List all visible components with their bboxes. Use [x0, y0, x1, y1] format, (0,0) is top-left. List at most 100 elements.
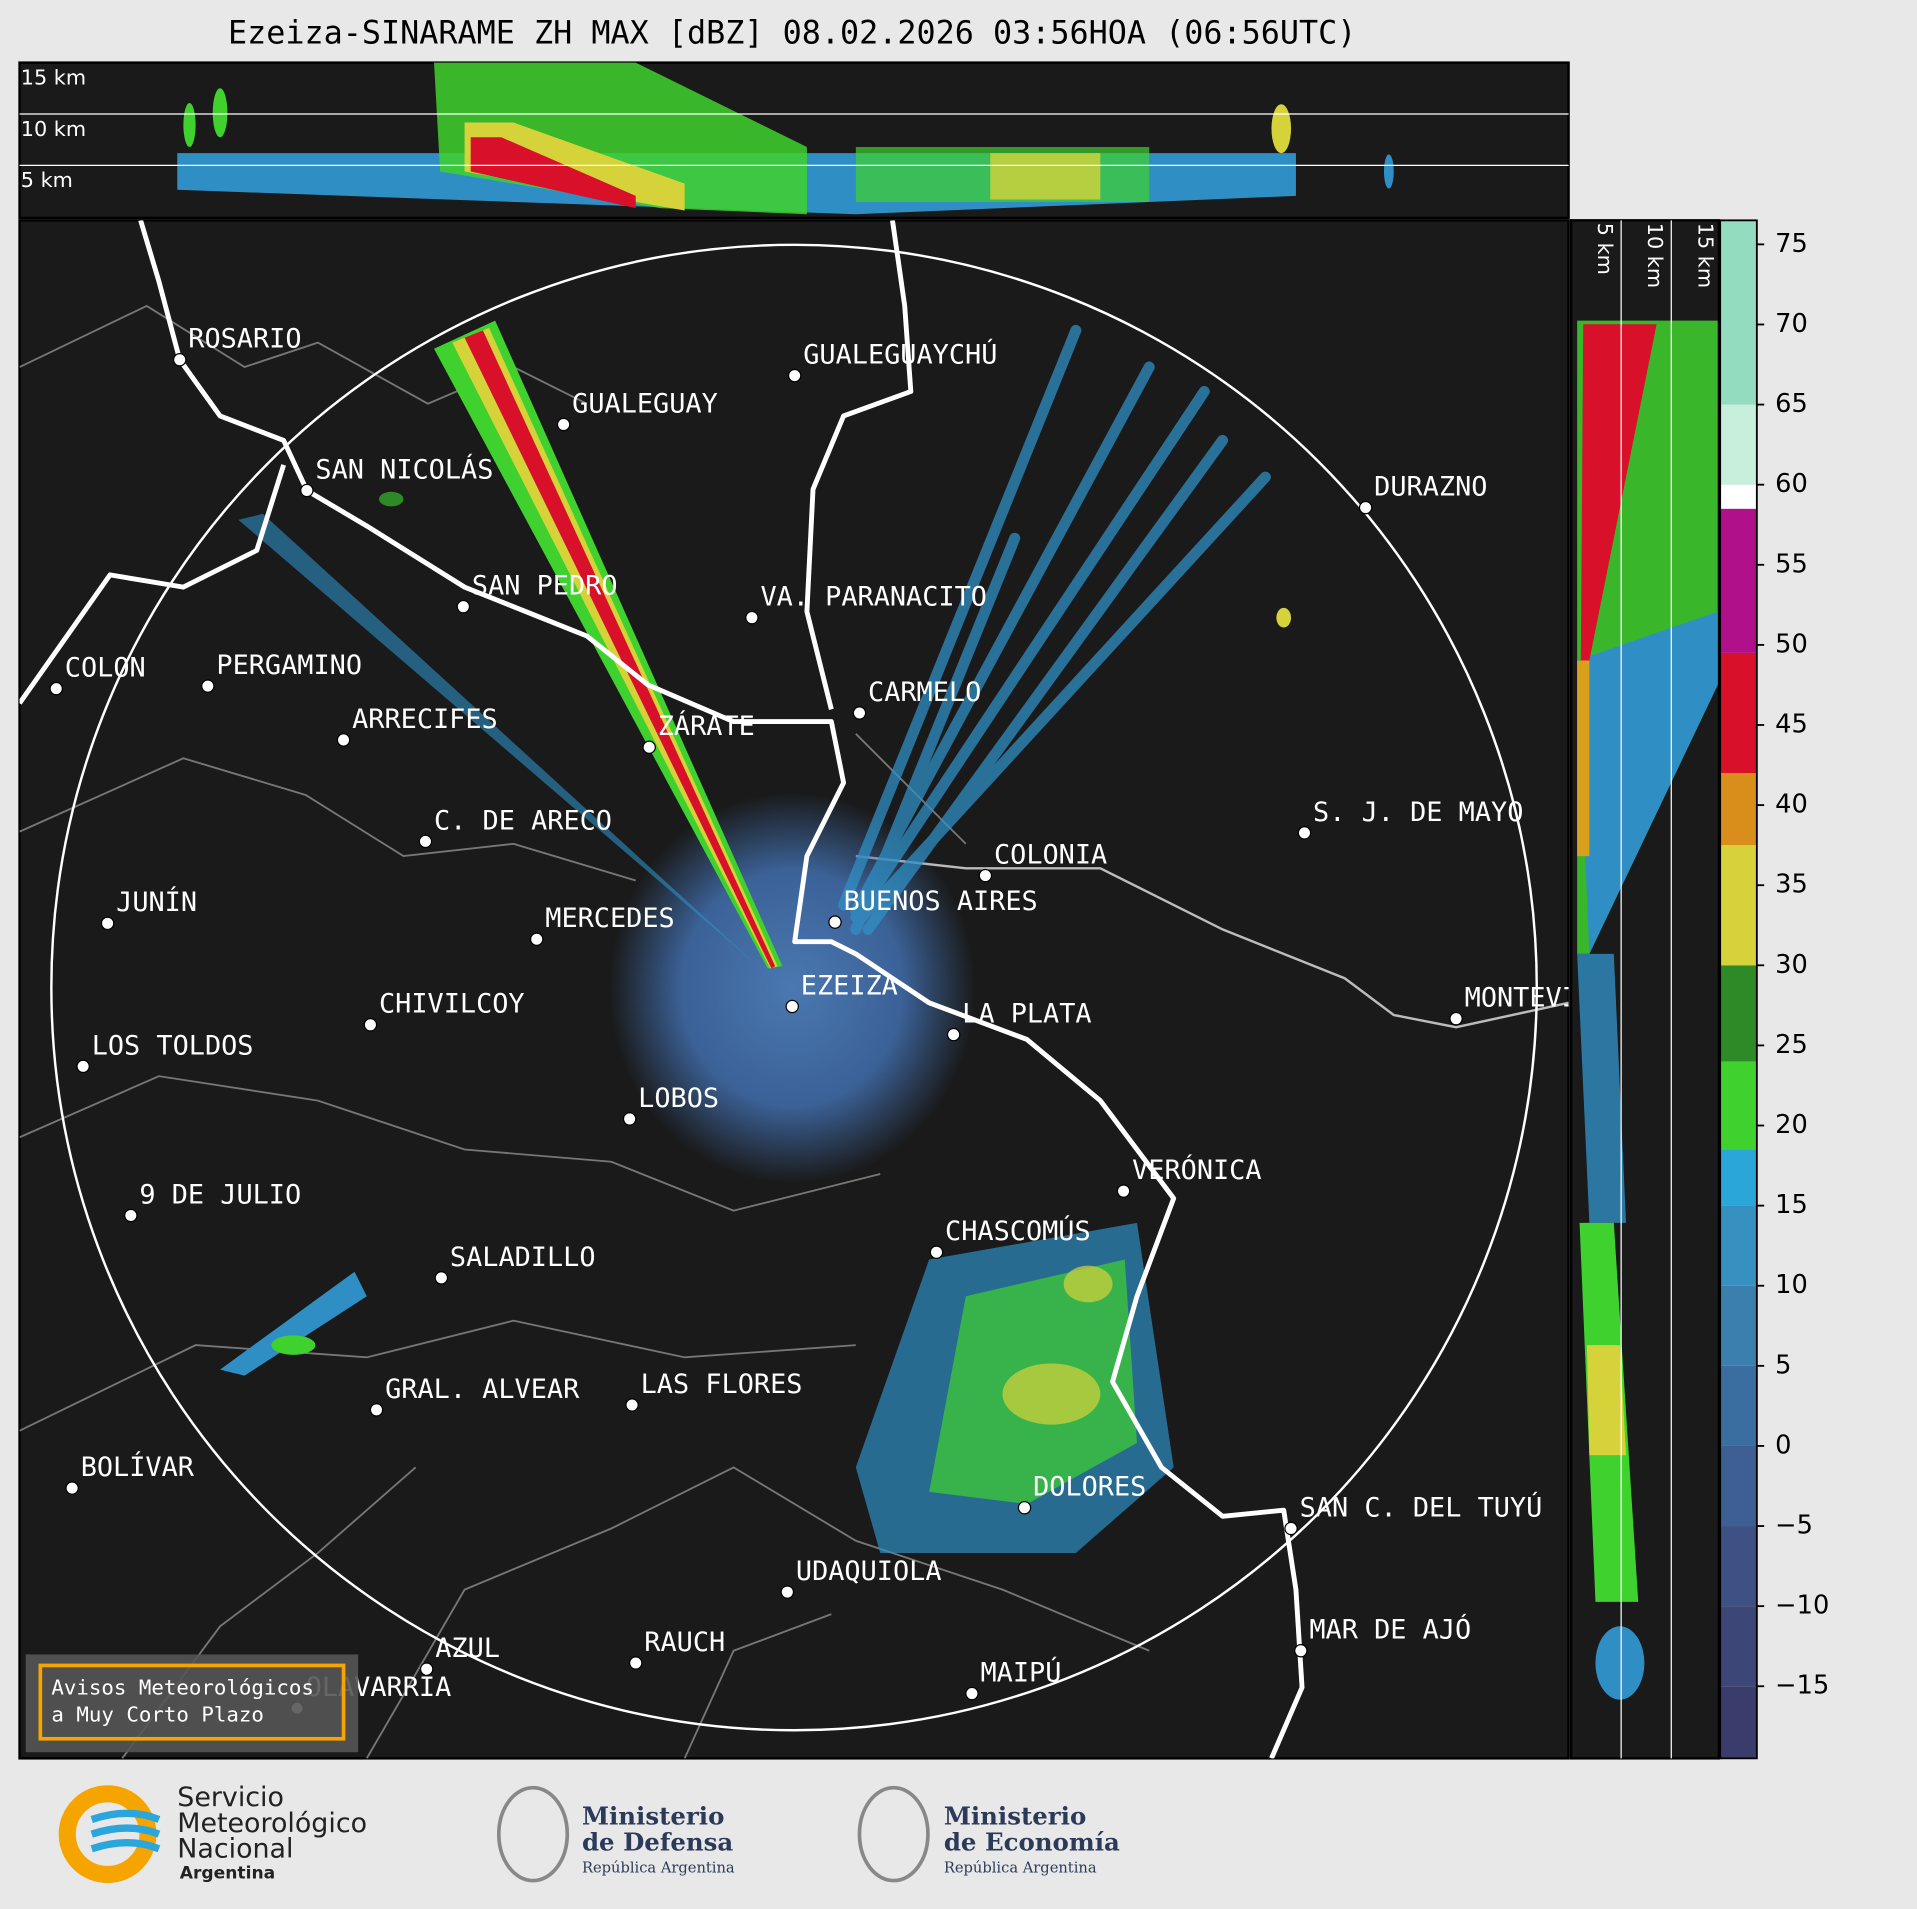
colorbar-tick-label: 25: [1775, 1030, 1808, 1060]
logo-text: Ministerio: [582, 1802, 724, 1831]
colorbar-tick-label: −10: [1775, 1591, 1829, 1621]
city-label: PERGAMINO: [216, 650, 362, 681]
city-dot: [745, 610, 759, 625]
city-dot: [418, 834, 433, 849]
map: ROSARIO GUALEGUAYCHÚ GUALEGUAY SAN NICOLÁS D…: [18, 219, 1570, 1760]
colorbar-band: [1720, 1365, 1757, 1446]
city-label: LAS FLORES: [641, 1369, 803, 1400]
city-label: SAN C. DEL TUYÚ: [1300, 1491, 1543, 1523]
city-label: MAIPÚ: [981, 1656, 1062, 1688]
city-label: GRAL. ALVEAR: [385, 1374, 580, 1405]
colorbar-tick-label: 75: [1775, 229, 1808, 259]
city-label: C. DE ARECO: [434, 805, 612, 836]
colorbar-tick-label: 50: [1775, 629, 1808, 659]
city-dot: [529, 932, 544, 946]
city-dot: [629, 1656, 643, 1670]
colorbar-tick-label: 45: [1775, 709, 1808, 739]
colorbar-band: [1720, 1285, 1757, 1366]
top-profile: 15 km 10 km 5 km: [18, 61, 1570, 220]
logo-text: Meteorológico: [177, 1808, 367, 1839]
city-dot: [1358, 500, 1373, 515]
city-label: MAR DE AJÓ: [1309, 1614, 1471, 1646]
city-dot: [828, 915, 842, 929]
logo-text: de Economía: [944, 1827, 1120, 1856]
city-dot: [1017, 1500, 1032, 1515]
city-dot: [419, 1662, 434, 1676]
city-label: DURAZNO: [1374, 472, 1487, 503]
city-label: RAUCH: [644, 1627, 725, 1658]
city-dot: [1284, 1521, 1298, 1536]
height-label: 10 km: [1643, 223, 1667, 288]
colorbar-band: [1720, 484, 1757, 509]
city-label: S. J. DE MAYO: [1313, 797, 1523, 828]
colorbar-frame: [1719, 219, 1758, 1760]
city-label: EZEIZA: [801, 970, 898, 1001]
colorbar-tick-label: 20: [1775, 1110, 1808, 1140]
colorbar-band: [1720, 220, 1757, 405]
height-label: 5 km: [1593, 223, 1617, 275]
city-dot: [49, 681, 63, 696]
logo-text: Servicio: [177, 1782, 284, 1813]
warning-text: Avisos Meteorológicos: [51, 1676, 314, 1700]
city-dot: [1449, 1011, 1463, 1026]
colorbar-band: [1720, 1445, 1757, 1527]
city-label: CHASCOMÚS: [945, 1215, 1091, 1247]
city-dot: [172, 352, 187, 367]
colorbar-tick-label: 35: [1775, 870, 1808, 900]
city-label: LA PLATA: [962, 999, 1091, 1030]
city-dot: [852, 706, 867, 720]
city-dot: [787, 368, 802, 383]
city-dot: [434, 1271, 449, 1285]
colorbar-tick-label: −5: [1775, 1511, 1813, 1541]
city-dot: [929, 1245, 944, 1259]
city-label: BUENOS AIRES: [844, 886, 1038, 917]
city-label: VERÓNICA: [1132, 1154, 1261, 1186]
colorbar-tick-label: 30: [1775, 950, 1808, 980]
height-label: 10 km: [21, 117, 86, 141]
logo-text: República Argentina: [944, 1859, 1097, 1876]
colorbar-tick-label: 55: [1775, 549, 1808, 579]
logo-text: Ministerio: [944, 1802, 1086, 1831]
city-label: ARRECIFES: [352, 704, 498, 735]
logo-text: República Argentina: [582, 1859, 735, 1876]
city-dot: [100, 916, 115, 931]
warning-button[interactable]: Avisos Meteorológicos a Muy Corto Plazo: [25, 1654, 359, 1753]
city-label: ROSARIO: [188, 324, 301, 355]
city-label: SALADILLO: [450, 1242, 596, 1273]
city-label: LOBOS: [638, 1083, 719, 1114]
city-dot: [369, 1403, 384, 1417]
city-label: MERCEDES: [545, 903, 674, 934]
city-dot: [785, 999, 799, 1014]
city-label: BOLÍVAR: [81, 1451, 195, 1483]
colorbar-tick-label: 15: [1775, 1190, 1808, 1220]
city-dot: [300, 483, 314, 498]
colorbar-tick-label: −15: [1775, 1671, 1829, 1701]
city-label: ZÁRATE: [658, 710, 755, 742]
city-label: SAN NICOLÁS: [315, 453, 493, 485]
city-label: CHIVILCOY: [379, 989, 525, 1020]
city-dot: [124, 1208, 138, 1223]
echo-streaks: [220, 320, 1292, 1553]
city-label: GUALEGUAY: [572, 388, 718, 419]
city-dot: [625, 1398, 639, 1412]
colorbar-tick-label: 65: [1775, 389, 1808, 419]
height-label: 15 km: [21, 66, 86, 90]
colorbar-band: [1720, 1686, 1757, 1759]
city-dot: [946, 1027, 961, 1042]
logo-text: Nacional: [177, 1834, 293, 1865]
city-label: AZUL: [435, 1633, 500, 1664]
cities: ROSARIO GUALEGUAYCHÚ GUALEGUAY SAN NICOLÁS D…: [49, 324, 1569, 1715]
colorbar-tick-label: 10: [1775, 1270, 1808, 1300]
city-label: VA. PARANACITO: [760, 582, 987, 613]
city-label: LOS TOLDOS: [92, 1030, 254, 1061]
city-label: COLON: [65, 653, 146, 684]
colorbar-band: [1720, 1526, 1757, 1607]
city-label: JUNÍN: [116, 886, 197, 918]
logo-text: Argentina: [180, 1863, 275, 1883]
city-dot: [76, 1059, 90, 1074]
colorbar-band: [1720, 1205, 1757, 1286]
colorbar-tick-label: 70: [1775, 309, 1808, 339]
height-label: 5 km: [21, 168, 73, 192]
city-dot: [556, 417, 571, 432]
